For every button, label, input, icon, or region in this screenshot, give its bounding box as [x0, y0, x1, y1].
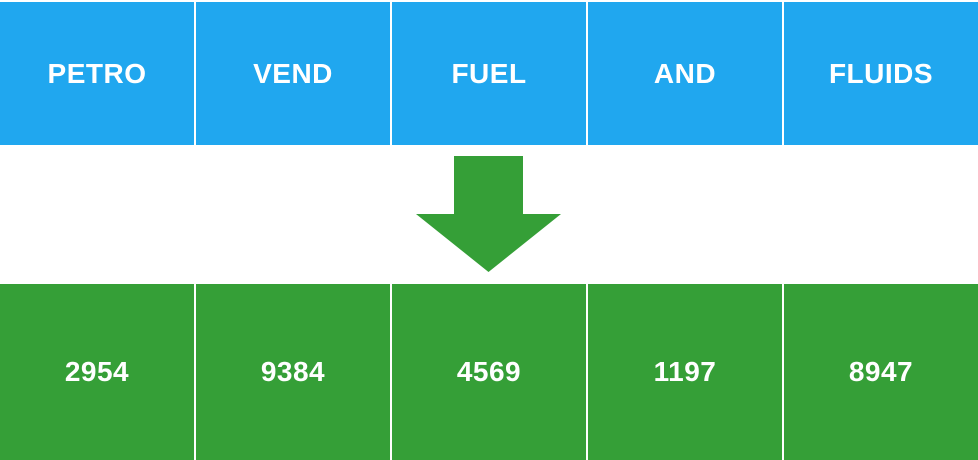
number-cell: 8947 [784, 284, 978, 460]
number-cell: 1197 [588, 284, 784, 460]
word-cell: PETRO [0, 2, 196, 145]
number-cell: 2954 [0, 284, 196, 460]
word-cell: FLUIDS [784, 2, 978, 145]
word-row: PETRO VEND FUEL AND FLUIDS [0, 2, 978, 145]
word-cell: VEND [196, 2, 392, 145]
word-cell: FUEL [392, 2, 588, 145]
arrow-down-icon [416, 156, 561, 272]
word-cell: AND [588, 2, 784, 145]
number-cell: 9384 [196, 284, 392, 460]
number-cell: 4569 [392, 284, 588, 460]
number-row: 2954 9384 4569 1197 8947 [0, 284, 978, 460]
